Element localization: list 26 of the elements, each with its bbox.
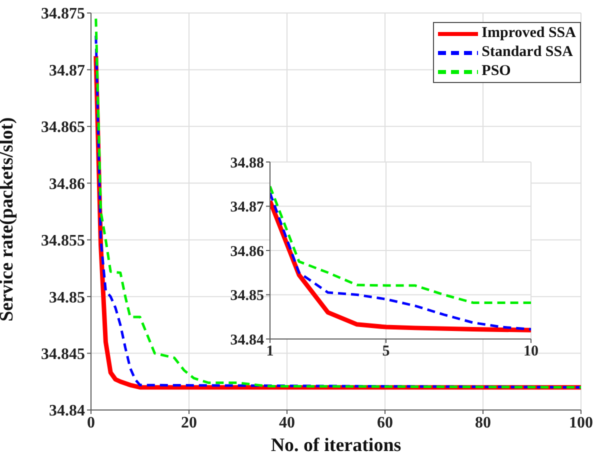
y-tick-label: 34.845: [41, 346, 85, 363]
y-tick-label: 34.84: [49, 402, 85, 420]
legend-label: Standard SSA: [482, 43, 573, 62]
y-tick-label: 34.85: [230, 288, 264, 304]
x-tick-label: 0: [87, 414, 95, 432]
y-tick-label: 34.88: [230, 155, 264, 172]
legend-label: Improved SSA: [482, 24, 576, 43]
y-tick-label: 34.87: [230, 200, 264, 216]
x-tick-label: 10: [524, 344, 538, 360]
y-tick-label: 34.86: [230, 244, 264, 260]
x-tick-label: 5: [382, 344, 390, 360]
y-tick-label: 34.86: [49, 176, 85, 193]
x-tick-label: 1: [266, 344, 274, 360]
x-tick-label: 60: [377, 414, 393, 432]
y-tick-label: 34.85: [49, 289, 85, 306]
x-tick-label: 80: [475, 414, 491, 432]
x-tick-label: 40: [279, 414, 295, 432]
y-tick-label: 34.855: [41, 232, 85, 250]
y-tick-label: 34.865: [41, 119, 85, 136]
x-tick-label: 100: [569, 414, 593, 432]
y-tick-label: 34.875: [41, 6, 85, 23]
x-axis-title: No. of iterations: [270, 435, 402, 456]
x-tick-label: 20: [181, 414, 197, 432]
legend-label: PSO: [482, 62, 511, 81]
y-tick-label: 34.87: [49, 62, 85, 80]
y-tick-label: 34.84: [230, 332, 264, 348]
